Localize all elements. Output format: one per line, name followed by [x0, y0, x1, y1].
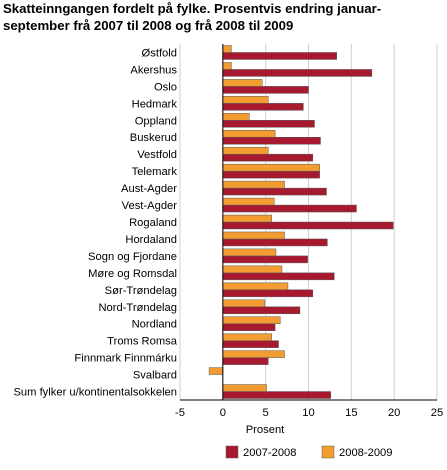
category-label: Akershus [130, 64, 177, 76]
bar-2008-2009 [222, 316, 281, 324]
bar-2008-2009 [222, 299, 266, 308]
bar-2007-2008 [222, 69, 373, 77]
bar-2008-2009 [222, 180, 285, 189]
bar-2007-2008 [222, 221, 394, 230]
legend-swatch [225, 445, 239, 459]
bar-2008-2009 [222, 163, 320, 172]
x-axis-title: Prosent [246, 424, 285, 436]
x-tick-label: 25 [431, 407, 443, 419]
x-tick-label: -5 [175, 407, 185, 419]
bar-2008-2009 [222, 265, 283, 274]
bar-2007-2008 [222, 136, 321, 145]
bar-2008-2009 [222, 282, 289, 291]
bar-2007-2008 [222, 238, 328, 247]
bar-2007-2008 [222, 170, 320, 179]
x-tick-label: 20 [388, 407, 400, 419]
x-tick-label: 15 [345, 407, 357, 419]
category-label: Aust-Agder [121, 183, 177, 195]
legend-swatch [321, 445, 335, 459]
category-label: Hedmark [132, 98, 178, 110]
category-label: Finnmark Finnmárku [74, 353, 177, 365]
chart-title-line-2: september frå 2007 til 2008 og frå 2008 … [3, 18, 294, 33]
bar-2007-2008 [222, 306, 301, 315]
category-label: Sum fylker u/kontinentalsokkelen [13, 387, 177, 399]
category-label: Østfold [142, 47, 177, 59]
bar-2008-2009 [222, 96, 269, 104]
category-label: Møre og Romsdal [88, 268, 177, 280]
category-label: Nordland [132, 319, 177, 331]
x-tick-label: 0 [220, 407, 226, 419]
bar-2008-2009 [222, 248, 277, 257]
legend-label: 2007-2008 [243, 447, 297, 459]
bars [208, 45, 394, 399]
category-labels: Østfold Akershus Oslo Hedmark Oppland Buskeru… [13, 47, 177, 398]
bar-2008-2009 [222, 146, 269, 155]
bar-2008-2009 [222, 231, 285, 240]
bar-2007-2008 [222, 255, 308, 264]
bar-2007-2008 [222, 187, 327, 196]
bar-2008-2009 [222, 62, 232, 70]
category-label: Buskerud [130, 132, 177, 144]
bar-2008-2009 [222, 197, 275, 206]
bar-2008-2009 [222, 333, 272, 341]
bar-2008-2009 [222, 384, 267, 392]
category-label: Sør-Trøndelag [105, 285, 177, 297]
bar-2008-2009 [222, 214, 272, 223]
legend: 2007-2008 2008-2009 [225, 445, 393, 459]
category-label: Vestfold [137, 149, 177, 161]
bar-2007-2008 [222, 204, 357, 213]
x-tick-label: 5 [263, 407, 269, 419]
category-label: Rogaland [129, 217, 177, 229]
x-tick-label: 10 [302, 407, 314, 419]
bar-2008-2009 [222, 45, 232, 53]
bar-2008-2009 [222, 350, 285, 358]
category-label: Hordaland [125, 234, 177, 246]
chart-title-line-1: Skatteinngangen fordelt på fylke. Prosen… [3, 1, 382, 16]
axes [180, 44, 437, 401]
chart-title: Skatteinngangen fordelt på fylke. Prosen… [3, 0, 443, 34]
bar-2007-2008 [222, 289, 314, 298]
bar-2007-2008 [222, 357, 269, 365]
bar-2007-2008 [222, 391, 332, 399]
bar-2007-2008 [222, 272, 335, 281]
category-label: Nord-Trøndelag [98, 302, 177, 314]
bar-2007-2008 [222, 120, 315, 128]
category-label: Oslo [154, 81, 177, 93]
legend-label: 2008-2009 [339, 447, 393, 459]
bar-2007-2008 [222, 323, 276, 331]
x-tick-labels: -5 0 5 10 15 20 25 [175, 407, 443, 419]
category-label: Sogn og Fjordane [88, 251, 177, 263]
category-label: Oppland [135, 115, 177, 127]
bar-2007-2008 [222, 153, 314, 162]
bar-2007-2008 [222, 340, 279, 348]
bar-2008-2009 [208, 367, 224, 375]
category-label: Troms Romsa [107, 336, 178, 348]
category-label: Svalbard [133, 370, 177, 382]
bar-2008-2009 [222, 79, 263, 87]
bar-2007-2008 [222, 103, 304, 111]
bar-2007-2008 [222, 52, 338, 60]
bar-2007-2008 [222, 86, 309, 94]
bar-2008-2009 [222, 129, 276, 138]
bar-2008-2009 [222, 113, 250, 121]
category-label: Telemark [132, 166, 178, 178]
category-label: Vest-Agder [122, 200, 178, 212]
